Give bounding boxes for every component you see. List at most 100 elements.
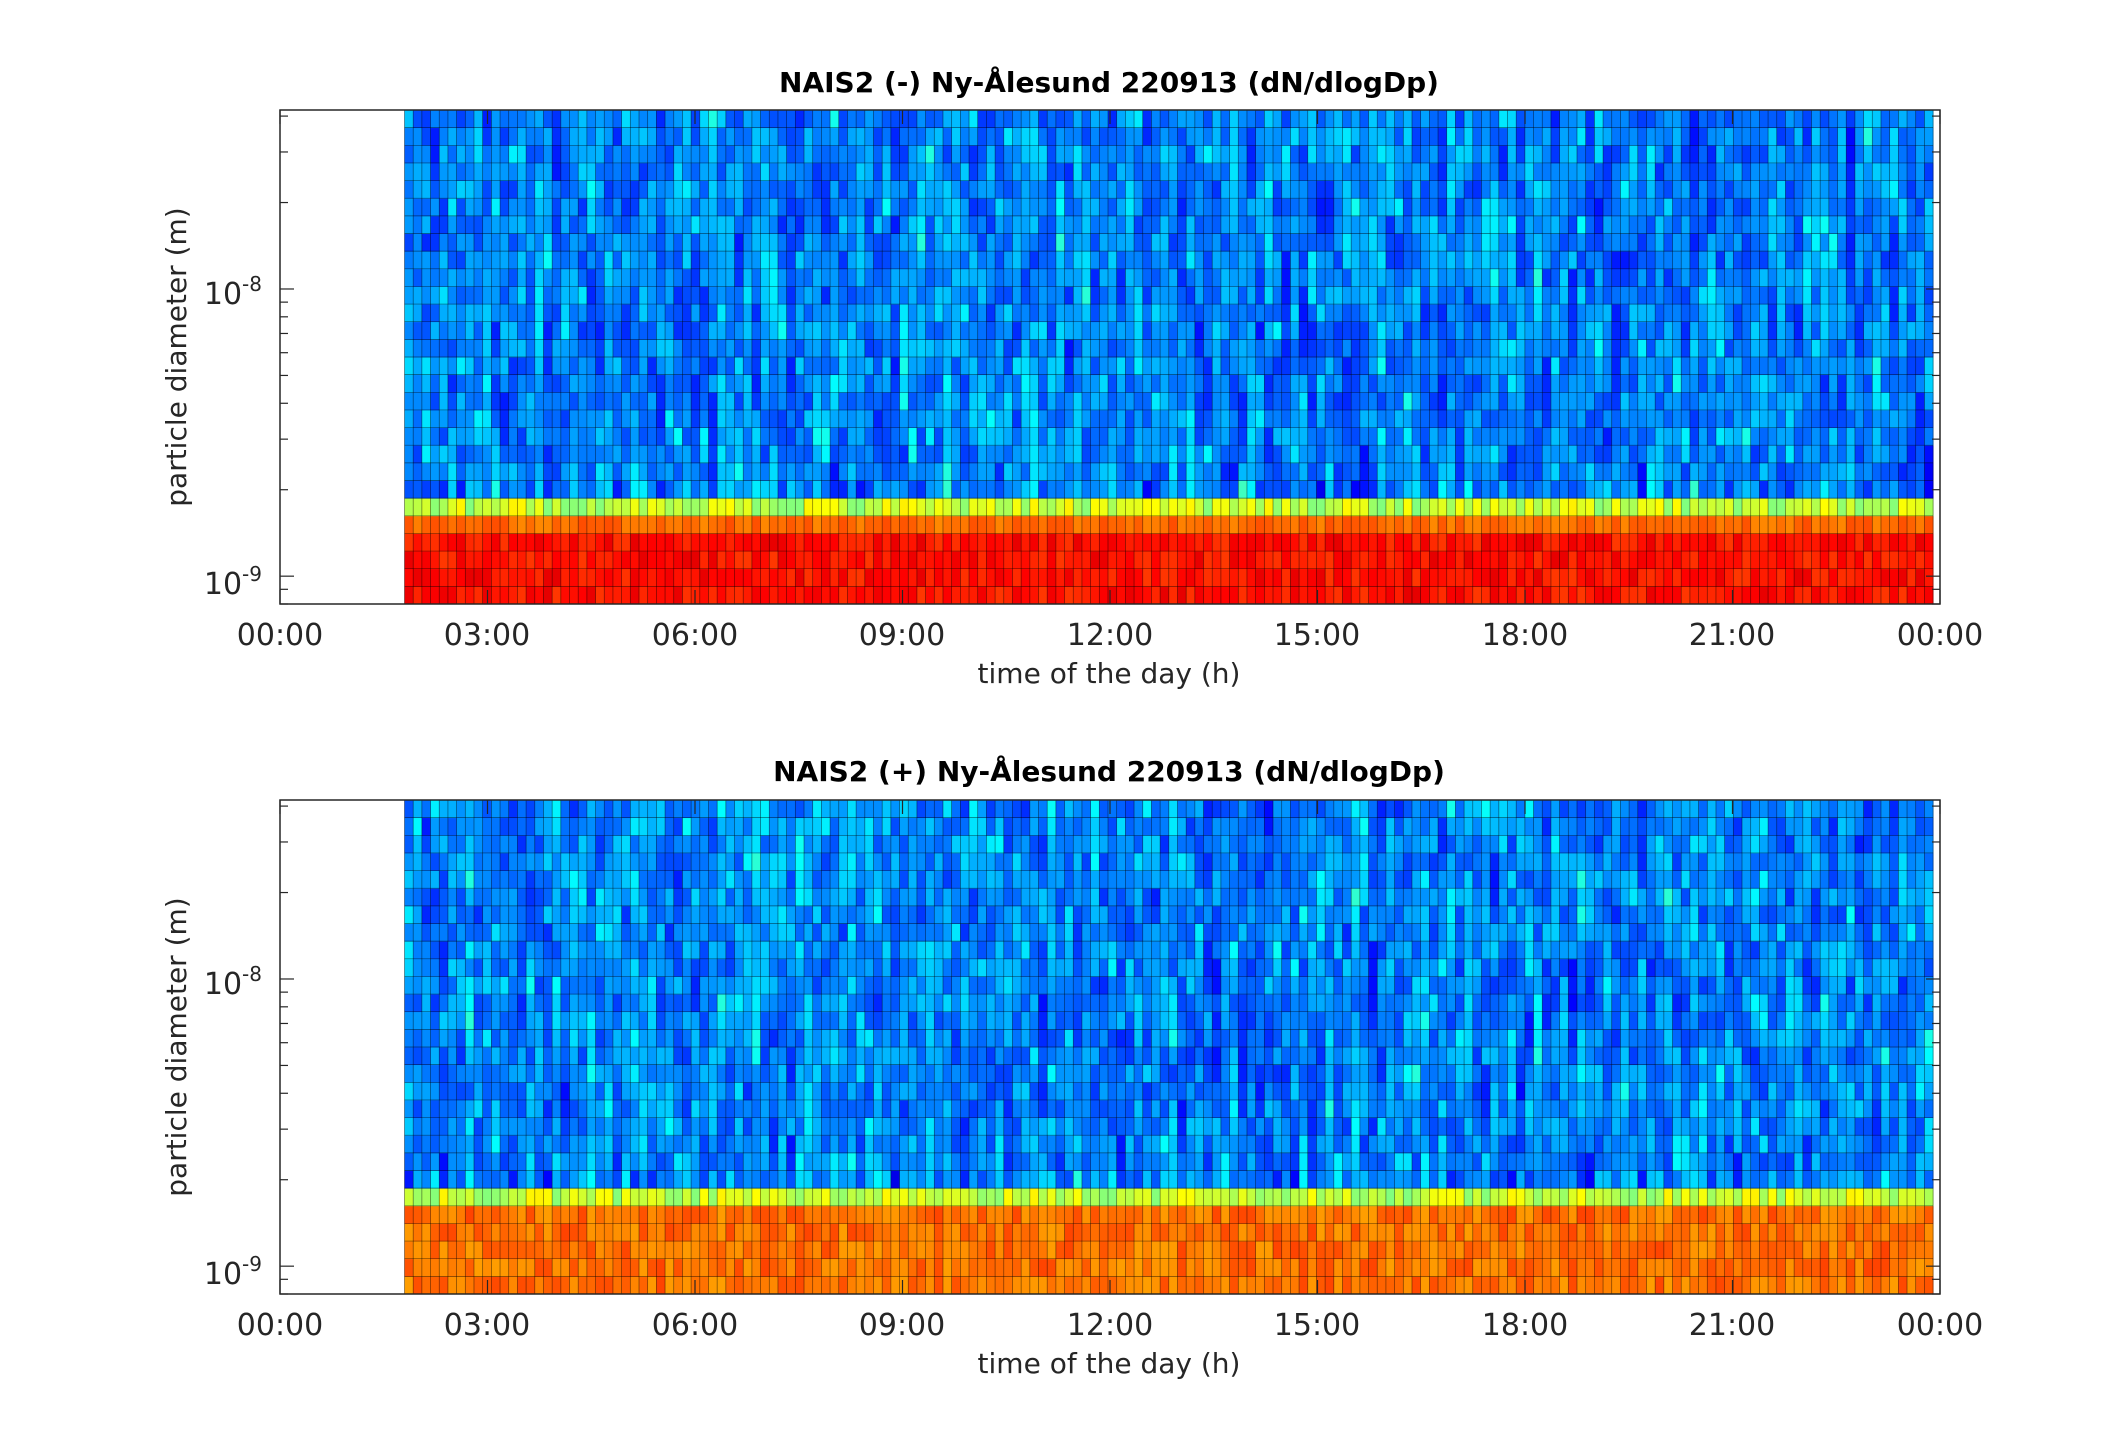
heatmap-cell xyxy=(1689,427,1699,446)
heatmap-cell xyxy=(1142,251,1152,270)
heatmap-cell xyxy=(1151,268,1161,287)
heatmap-cell xyxy=(1151,462,1161,481)
heatmap-cell xyxy=(508,162,518,181)
heatmap-cell xyxy=(1134,427,1144,446)
heatmap-cell xyxy=(1742,533,1752,552)
heatmap-cell xyxy=(682,462,692,481)
heatmap-cell xyxy=(1585,145,1595,164)
heatmap-cell xyxy=(552,357,562,376)
heatmap-cell xyxy=(1438,533,1448,552)
heatmap-cell xyxy=(482,392,492,411)
heatmap-cell xyxy=(1116,409,1126,428)
heatmap-cell xyxy=(1359,445,1369,464)
heatmap-cell xyxy=(682,286,692,305)
heatmap-cell xyxy=(1698,162,1708,181)
heatmap-cell xyxy=(1055,251,1065,270)
heatmap-cell xyxy=(1021,533,1031,552)
heatmap-cell xyxy=(760,551,770,570)
heatmap-cell xyxy=(1429,233,1439,252)
heatmap-cell xyxy=(1802,233,1812,252)
heatmap-cell xyxy=(916,586,927,605)
heatmap-cell xyxy=(1038,339,1048,358)
heatmap-cell xyxy=(1533,180,1543,199)
heatmap-cell xyxy=(1446,586,1456,605)
heatmap-cell xyxy=(1073,162,1083,181)
heatmap-cell xyxy=(413,409,423,428)
heatmap-cell xyxy=(1507,427,1517,446)
heatmap-cell xyxy=(1550,568,1561,587)
heatmap-cell xyxy=(630,110,640,129)
heatmap-cell xyxy=(1498,462,1508,481)
heatmap-cell xyxy=(1742,409,1752,428)
heatmap-cell xyxy=(1047,233,1057,252)
heatmap-cell xyxy=(543,462,553,481)
heatmap-cell xyxy=(1038,198,1048,217)
heatmap-cell xyxy=(682,409,692,428)
heatmap-cell xyxy=(1681,127,1691,146)
heatmap-cell xyxy=(1724,480,1734,499)
heatmap-cell xyxy=(1802,127,1812,146)
heatmap-cell xyxy=(1029,568,1039,587)
heatmap-cell xyxy=(1507,251,1517,270)
heatmap-cell xyxy=(925,586,935,605)
heatmap-cell xyxy=(439,445,449,464)
heatmap-cell xyxy=(942,409,953,428)
heatmap-cell xyxy=(1507,392,1517,411)
heatmap-cell xyxy=(1064,162,1074,181)
heatmap-cell xyxy=(1047,498,1057,517)
heatmap-cell xyxy=(1359,162,1369,181)
heatmap-cell xyxy=(1246,233,1257,252)
heatmap-cell xyxy=(1273,445,1283,464)
heatmap-cell xyxy=(1073,215,1083,234)
heatmap-cell xyxy=(1194,145,1204,164)
heatmap-cell xyxy=(1785,215,1795,234)
heatmap-cell xyxy=(1021,392,1031,411)
heatmap-cell xyxy=(821,162,831,181)
heatmap-cell xyxy=(1203,162,1213,181)
heatmap-cell xyxy=(1724,409,1734,428)
heatmap-cell xyxy=(1559,533,1569,552)
heatmap-cell xyxy=(1342,145,1352,164)
heatmap-cell xyxy=(899,304,909,323)
heatmap-cell xyxy=(1342,215,1352,234)
heatmap-cell xyxy=(1203,515,1213,534)
heatmap-cell xyxy=(473,233,484,252)
heatmap-cell xyxy=(1220,392,1230,411)
heatmap-cell xyxy=(1464,462,1474,481)
heatmap-cell xyxy=(1290,551,1300,570)
heatmap-cell xyxy=(682,515,692,534)
heatmap-cell xyxy=(1872,586,1882,605)
heatmap-cell xyxy=(1715,551,1726,570)
heatmap-cell xyxy=(1559,339,1569,358)
heatmap-cell xyxy=(812,127,822,146)
heatmap-cell xyxy=(621,409,631,428)
heatmap-cell xyxy=(925,321,935,340)
heatmap-cell xyxy=(717,357,727,376)
heatmap-cell xyxy=(1021,145,1031,164)
heatmap-cell xyxy=(1377,427,1387,446)
heatmap-cell xyxy=(639,533,649,552)
heatmap-cell xyxy=(1108,321,1118,340)
heatmap-cell xyxy=(1854,357,1865,376)
heatmap-cell xyxy=(586,233,596,252)
heatmap-cell xyxy=(1707,339,1717,358)
heatmap-cell xyxy=(1012,198,1022,217)
heatmap-cell xyxy=(534,533,544,552)
heatmap-cell xyxy=(1742,374,1752,393)
heatmap-cell xyxy=(1785,321,1795,340)
heatmap-cell xyxy=(1455,233,1465,252)
heatmap-cell xyxy=(777,551,788,570)
heatmap-cell xyxy=(1481,286,1491,305)
heatmap-cell xyxy=(882,498,892,517)
heatmap-cell xyxy=(1212,445,1222,464)
heatmap-cell xyxy=(1003,180,1013,199)
heatmap-cell xyxy=(1220,162,1230,181)
heatmap-cell xyxy=(1620,110,1630,129)
heatmap-cell xyxy=(1003,145,1013,164)
heatmap-cell xyxy=(404,357,414,376)
heatmap-cell xyxy=(838,374,848,393)
heatmap-cell xyxy=(1351,533,1361,552)
heatmap-cell xyxy=(838,568,848,587)
heatmap-cell xyxy=(447,321,458,340)
heatmap-cell xyxy=(1689,533,1699,552)
